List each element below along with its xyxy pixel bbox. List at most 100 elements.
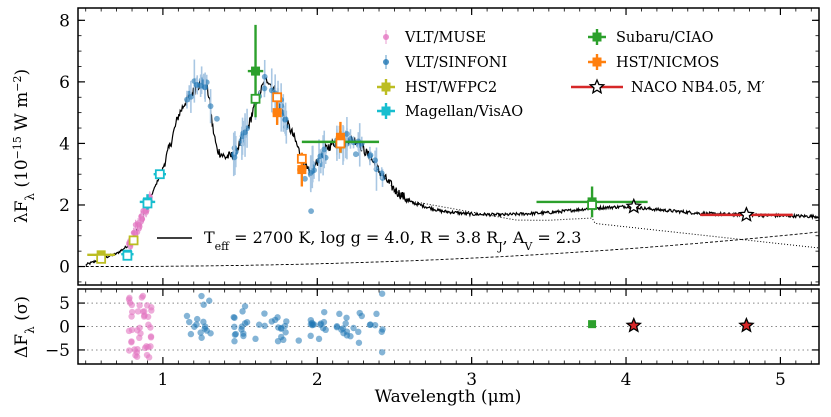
y-tick-label-bottom: 0 (59, 318, 70, 338)
residual-sinfoni-point (378, 328, 385, 335)
residual-sinfoni-point (308, 319, 316, 327)
photometry-model-point (142, 198, 153, 209)
legend-label: Magellan/VisAO (405, 104, 523, 120)
residual-sinfoni-point (333, 324, 341, 331)
residual-muse-point (141, 308, 148, 315)
star-marker (625, 197, 643, 214)
residual-sinfoni-point (241, 303, 249, 310)
legend-marker (381, 82, 391, 92)
legend-label: VLT/MUSE (404, 30, 486, 46)
sinfoni-point (378, 170, 385, 177)
x-tick-label: 2 (312, 370, 323, 390)
residual-muse-point (137, 330, 144, 337)
legend-entry: Subaru/CIAO (588, 29, 714, 46)
photometry-model-point (96, 253, 107, 264)
legend-marker (383, 34, 389, 40)
star-marker (588, 78, 606, 95)
residual-sinfoni-point (343, 314, 350, 321)
sinfoni-point (201, 84, 208, 91)
residual-sinfoni-point (207, 330, 214, 337)
residual-sinfoni-point (355, 328, 362, 336)
sinfoni-point (242, 129, 248, 136)
residual-sinfoni-point (274, 337, 282, 345)
sinfoni-point (321, 146, 328, 153)
sinfoni-point (207, 103, 214, 110)
sinfoni-point (307, 170, 314, 176)
muse-point (136, 221, 142, 228)
x-tick-label: 5 (775, 370, 786, 390)
muse-point (142, 208, 148, 215)
legend-label: VLT/SINFONI (404, 55, 507, 71)
residual-muse-point (145, 321, 152, 328)
photometry-model-point (128, 235, 139, 246)
residual-sinfoni-point (261, 322, 268, 330)
muse-point (132, 230, 139, 237)
residual-muse-point (125, 327, 133, 335)
residual-photometry-point (588, 320, 597, 329)
x-tick-label: 4 (621, 370, 632, 390)
model-annotation: Teff = 2700 K, log g = 4.0, R = 3.8 RJ, … (157, 228, 581, 253)
legend-marker (381, 106, 391, 116)
star-marker (738, 206, 755, 222)
residual-sinfoni-point (231, 338, 238, 345)
sinfoni-point (261, 85, 268, 92)
residual-sinfoni-point (197, 329, 204, 336)
residual-sinfoni-point (255, 321, 263, 328)
residual-muse-point (128, 308, 136, 316)
legend-label: Subaru/CIAO (616, 30, 714, 46)
star-marker (625, 316, 643, 333)
residual-sinfoni-point (350, 324, 357, 332)
residual-sinfoni-point (232, 330, 239, 338)
photometry-observed-point (335, 132, 345, 142)
photometry-points (87, 24, 793, 264)
residual-sinfoni-point (378, 290, 386, 297)
legend: VLT/MUSE VLT/SINFONI HST/WFPC2 Magellan/Vis… (377, 29, 765, 120)
photometry-model-point (335, 138, 346, 149)
residual-muse-point (128, 338, 135, 345)
photometry-model-point (154, 169, 165, 180)
legend-label: HST/NICMOS (616, 55, 719, 71)
residual-sinfoni-point (231, 323, 238, 331)
residual-sinfoni-point (239, 308, 246, 315)
residual-sinfoni-point (315, 335, 323, 343)
y-tick-label-bottom: 5 (59, 294, 70, 314)
photometry-model-point (272, 92, 283, 103)
photometry-observed-point (297, 165, 307, 175)
y-axis-label-bottom: ΔFλ (σ) (12, 296, 37, 358)
residual-sinfoni-point (343, 328, 351, 335)
sinfoni-point (188, 93, 194, 100)
legend-entry: HST/WFPC2 (377, 79, 497, 96)
star-marker (738, 316, 755, 333)
residual-axes-frame (77, 288, 820, 365)
y-axis-label-top: λFλ (10−15 W m−2) (11, 69, 38, 223)
legend-entry: Magellan/VisAO (377, 103, 523, 120)
spectrum-panel-content (85, 24, 819, 267)
residual-sinfoni-point (252, 335, 259, 343)
residual-muse-point (125, 347, 133, 354)
residual-sinfoni-point (186, 318, 193, 326)
residual-sinfoni-point (373, 310, 380, 318)
residual-sinfoni-point (322, 326, 329, 334)
model-component-dashed (85, 231, 819, 267)
x-tick-label: 1 (157, 370, 168, 390)
residual-photometry-points (588, 316, 755, 333)
sinfoni-point (344, 131, 350, 137)
residual-gridlines (78, 302, 819, 351)
residual-sinfoni-point (371, 321, 379, 329)
legend-label: HST/WFPC2 (405, 80, 497, 96)
sinfoni-point (372, 157, 379, 164)
residual-sinfoni-point (321, 308, 328, 316)
y-tick-label-bottom: −5 (45, 341, 70, 361)
residual-sinfoni-point (230, 313, 237, 321)
residual-sinfoni-point (336, 310, 343, 318)
sinfoni-point (261, 73, 268, 80)
residual-sinfoni-point (201, 325, 208, 332)
residual-sinfoni-point (355, 339, 363, 346)
residual-sinfoni-point (243, 319, 251, 326)
sinfoni-point (367, 152, 374, 159)
residual-muse-point (136, 302, 143, 309)
photometry-model-point (250, 93, 261, 104)
muse-point (139, 216, 145, 222)
residual-muse-point (136, 324, 143, 331)
